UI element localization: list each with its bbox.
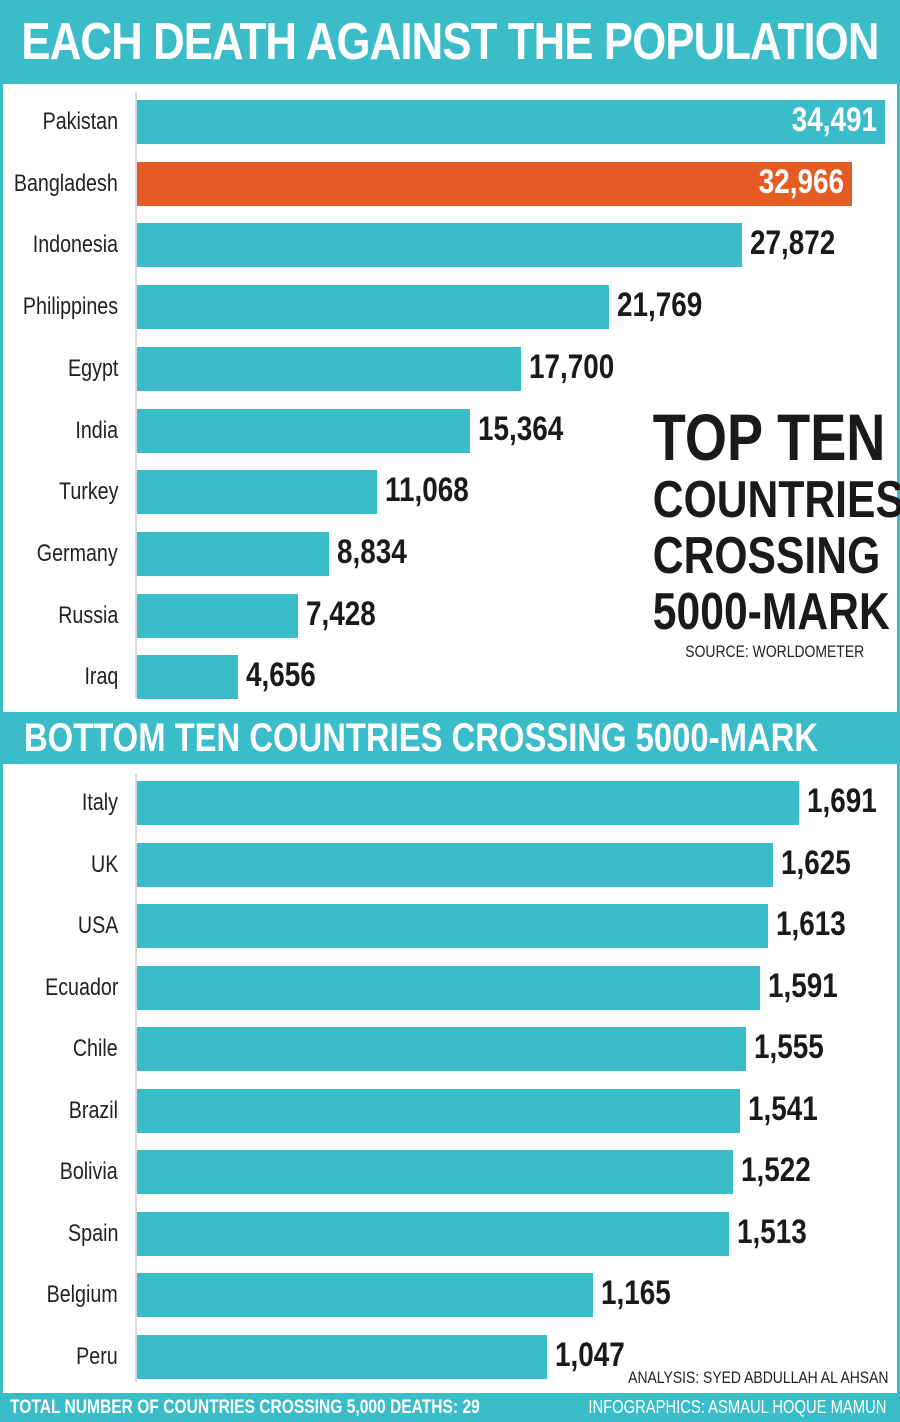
category-label: Italy bbox=[81, 789, 118, 816]
bar-germany bbox=[137, 531, 329, 576]
category-label: Turkey bbox=[58, 478, 118, 506]
value-label: 1,522 bbox=[741, 1151, 811, 1189]
value-label: 1,541 bbox=[748, 1089, 818, 1128]
bar-bangladesh bbox=[137, 161, 852, 206]
bar-pakistan bbox=[137, 100, 885, 144]
value-label: 1,165 bbox=[601, 1274, 671, 1312]
category-label: Indonesia bbox=[32, 231, 118, 259]
footer-band bbox=[0, 1393, 900, 1422]
value-label: 27,872 bbox=[750, 224, 836, 263]
category-label: Philippines bbox=[22, 293, 118, 321]
category-label: Iraq bbox=[84, 663, 118, 691]
category-label: Bangladesh bbox=[14, 169, 118, 197]
bar-bolivia bbox=[137, 1150, 733, 1194]
value-label: 32,966 bbox=[758, 162, 844, 201]
bar-russia bbox=[137, 593, 298, 638]
page-title: EACH DEATH AGAINST THE POPULATION bbox=[21, 13, 879, 71]
value-label: 1,625 bbox=[781, 843, 851, 882]
bar-italy bbox=[137, 781, 799, 825]
value-label: 4,656 bbox=[246, 656, 316, 695]
value-label: 7,428 bbox=[306, 594, 376, 633]
value-label: 1,047 bbox=[555, 1335, 625, 1374]
frame-left-border bbox=[0, 0, 3, 1422]
bar-brazil bbox=[137, 1088, 740, 1133]
value-label: 21,769 bbox=[617, 286, 703, 325]
value-label: 17,700 bbox=[529, 347, 615, 386]
category-label: Russia bbox=[57, 601, 118, 629]
value-label: 1,513 bbox=[737, 1212, 807, 1251]
category-label: Chile bbox=[73, 1035, 118, 1062]
category-label: Pakistan bbox=[42, 108, 118, 135]
bar-spain bbox=[137, 1211, 729, 1256]
bar-peru bbox=[137, 1334, 547, 1379]
category-label: Germany bbox=[37, 539, 118, 567]
category-label: Peru bbox=[76, 1342, 118, 1370]
value-label: 1,591 bbox=[768, 966, 838, 1005]
bar-egypt bbox=[137, 346, 521, 391]
category-label: Belgium bbox=[46, 1281, 118, 1308]
category-label: Bolivia bbox=[60, 1158, 118, 1185]
callout-line-3: CROSSING bbox=[652, 527, 881, 585]
bottom-chart-axis bbox=[135, 774, 137, 1382]
frame-right-border bbox=[897, 0, 900, 1422]
value-label: 34,491 bbox=[791, 101, 877, 139]
bar-philippines bbox=[137, 285, 609, 330]
section-band bbox=[0, 712, 900, 764]
section-title-bottom-ten: BOTTOM TEN COUNTRIES CROSSING 5000-MARK bbox=[24, 715, 818, 760]
header-band bbox=[0, 0, 900, 84]
value-label: 11,068 bbox=[385, 471, 469, 510]
analysis-credit: ANALYSIS: SYED ABDULLAH AL AHSAN bbox=[627, 1368, 888, 1387]
callout-line-2: COUNTRIES bbox=[652, 471, 900, 529]
bar-usa bbox=[137, 904, 768, 948]
bar-indonesia bbox=[137, 223, 742, 268]
top-chart-axis bbox=[135, 92, 137, 698]
value-label: 1,613 bbox=[776, 905, 846, 943]
bar-iraq bbox=[137, 655, 238, 700]
bar-india bbox=[137, 408, 470, 453]
bar-belgium bbox=[137, 1273, 593, 1317]
category-label: UK bbox=[90, 850, 118, 878]
value-label: 15,364 bbox=[478, 409, 564, 448]
category-label: Egypt bbox=[67, 354, 118, 382]
category-label: Brazil bbox=[68, 1096, 118, 1124]
bar-turkey bbox=[137, 470, 377, 515]
value-label: 1,555 bbox=[754, 1028, 824, 1066]
category-label: USA bbox=[77, 912, 118, 939]
top-ten-callout: TOP TEN COUNTRIES CROSSING 5000-MARK bbox=[606, 400, 900, 642]
category-label: Ecuador bbox=[44, 973, 118, 1001]
value-label: 8,834 bbox=[337, 532, 407, 571]
category-label: India bbox=[75, 416, 118, 444]
source-credit: SOURCE: WORLDOMETER bbox=[685, 642, 864, 661]
bar-chile bbox=[137, 1027, 746, 1071]
bar-uk bbox=[137, 842, 773, 887]
callout-line-1: TOP TEN bbox=[652, 400, 886, 474]
infographics-credit: INFOGRAPHICS: ASMAUL HOQUE MAMUN bbox=[588, 1397, 886, 1417]
footer-total: TOTAL NUMBER OF COUNTRIES CROSSING 5,000… bbox=[10, 1396, 480, 1418]
value-label: 1,691 bbox=[807, 782, 877, 820]
category-label: Spain bbox=[67, 1219, 118, 1247]
callout-line-4: 5000-MARK bbox=[652, 583, 890, 641]
bar-ecuador bbox=[137, 965, 760, 1010]
